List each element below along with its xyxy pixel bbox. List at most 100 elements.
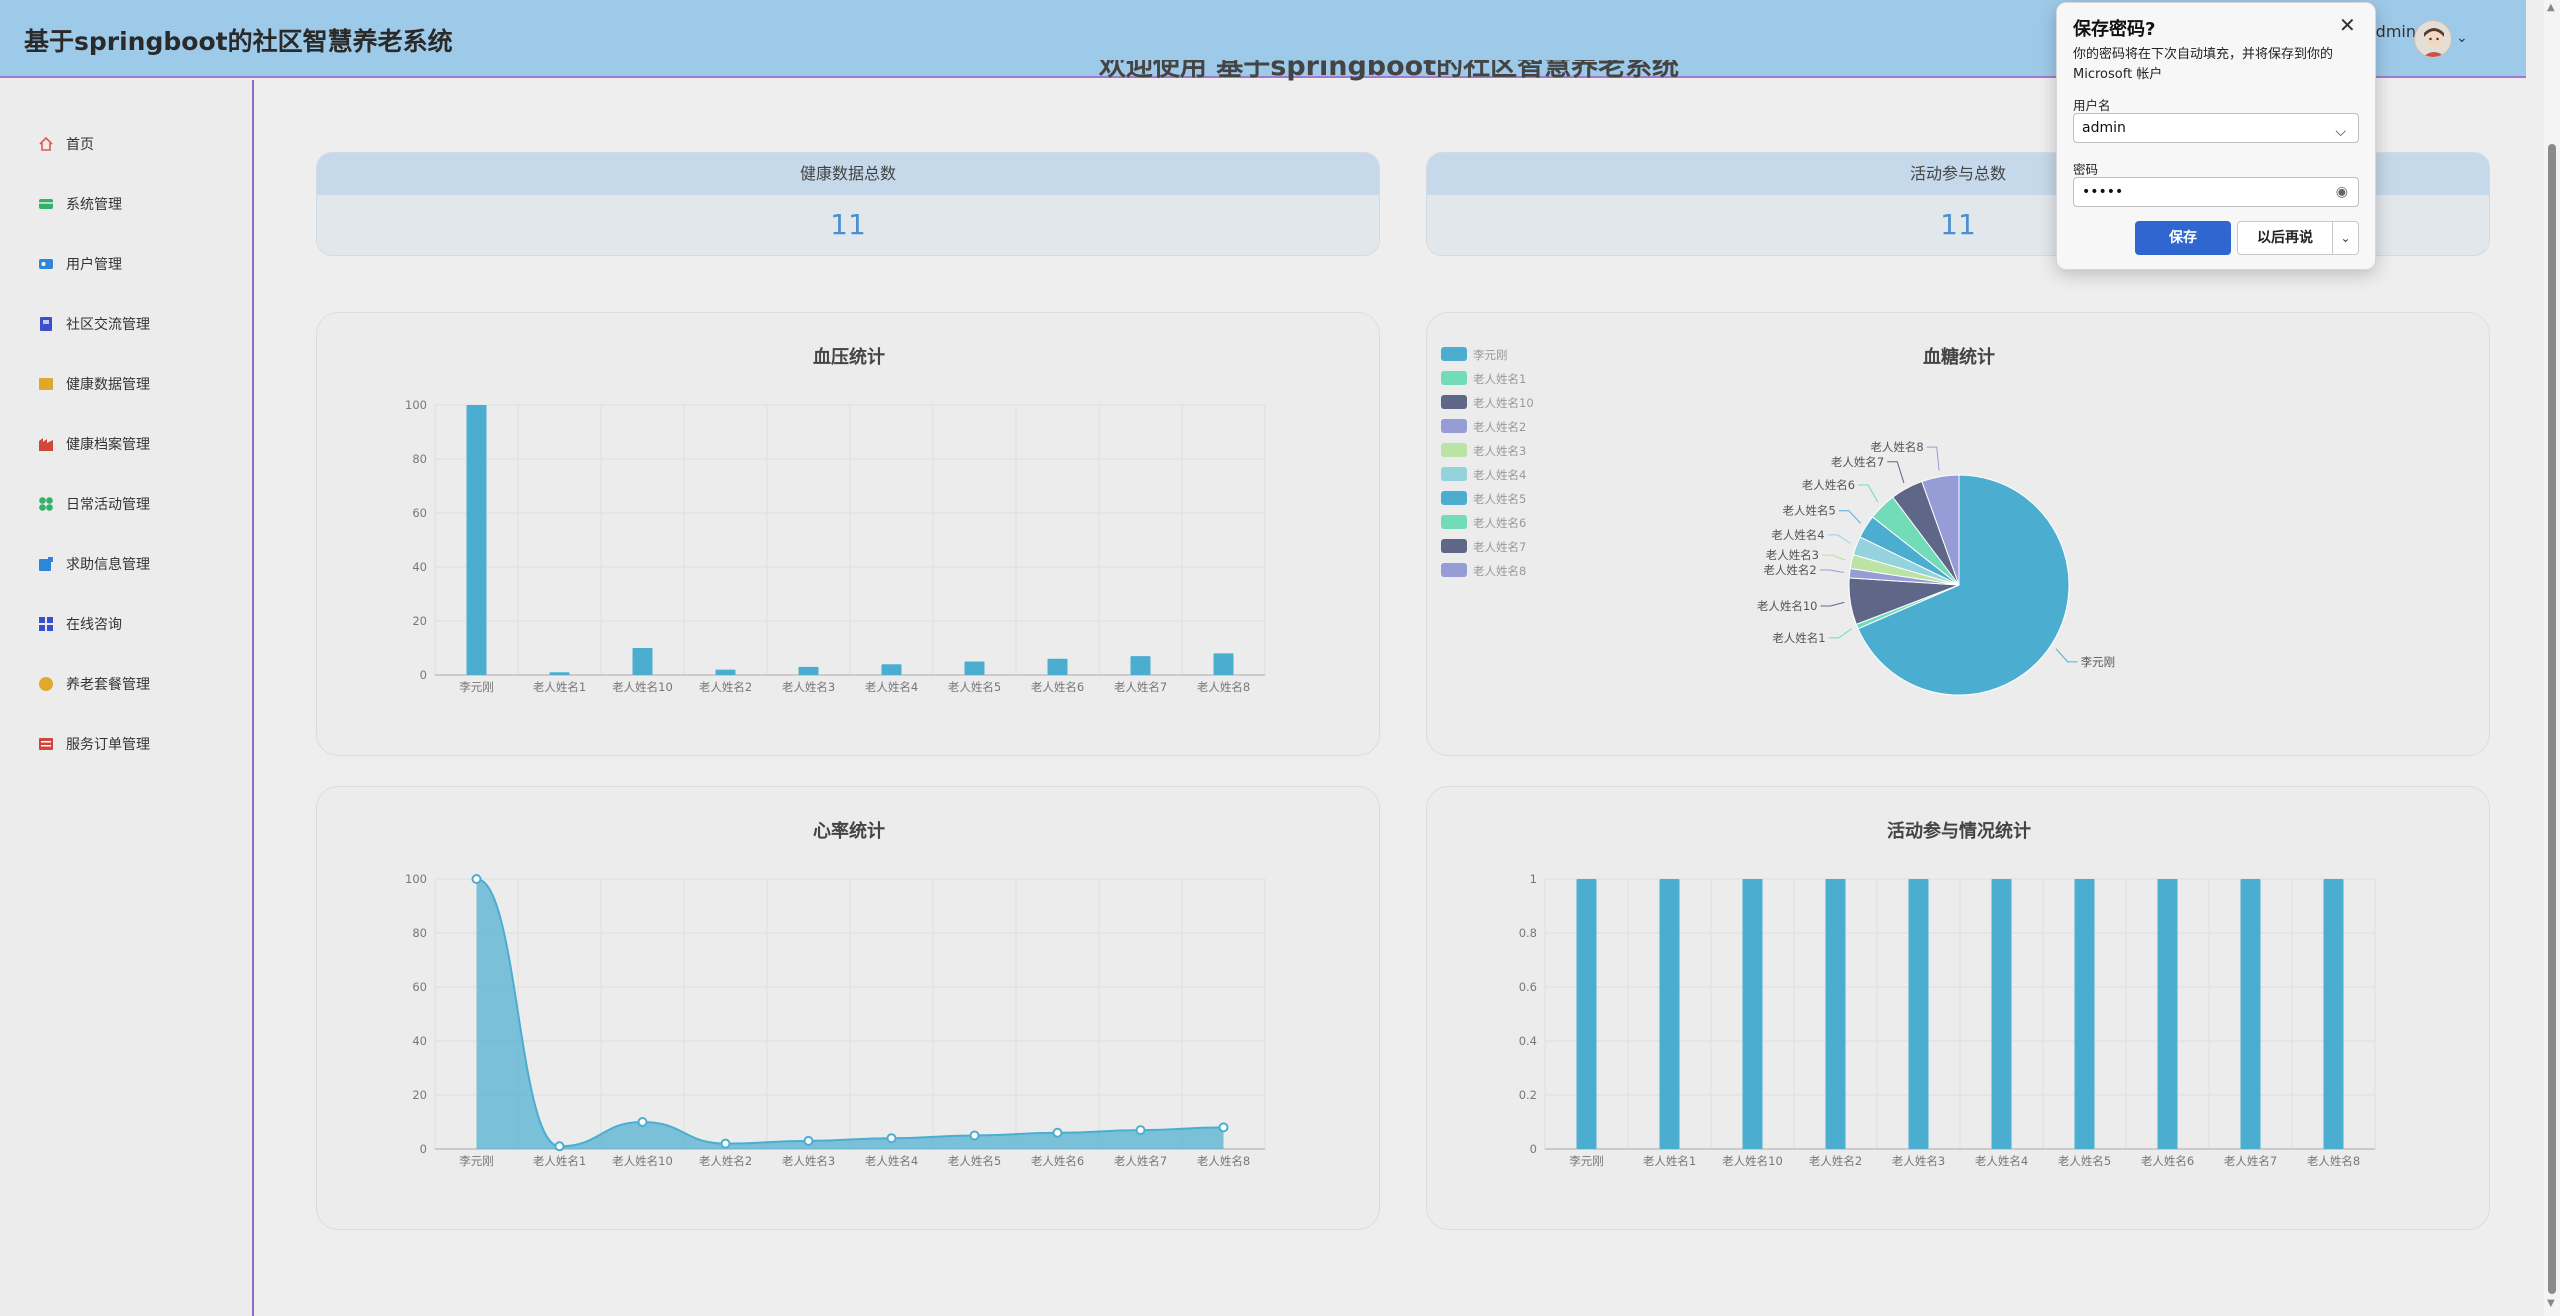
sidebar-item-system[interactable]: 系统管理: [0, 184, 252, 224]
sidebar-item-label: 服务订单管理: [66, 737, 150, 753]
sidebar-item-package[interactable]: 养老套餐管理: [0, 664, 252, 704]
blood-pressure-chart: 血压统计 0 20 40 60 80 100 李元刚 老人姓名1 老人姓名10 老人姓名2 老人姓名3…: [316, 312, 1380, 756]
pie-label-leader: [1821, 554, 1846, 561]
pie-label-leader: [1887, 461, 1905, 484]
bar: [1825, 879, 1846, 1149]
y-tick-label: 100: [405, 398, 427, 412]
bar: [1991, 879, 2012, 1149]
x-tick-label: 老人姓名7: [1114, 680, 1167, 694]
y-tick-label: 20: [412, 1088, 427, 1102]
sidebar-item-activity[interactable]: 日常活动管理: [0, 484, 252, 524]
bar: [1576, 879, 1597, 1149]
user-avatar[interactable]: [2414, 20, 2452, 58]
eye-icon[interactable]: ◉: [2335, 184, 2348, 200]
chevron-down-icon[interactable]: ⌵: [2335, 124, 2346, 140]
page-scrollbar[interactable]: ▲ ▼: [2544, 0, 2560, 1316]
y-tick-label: 80: [412, 926, 427, 940]
not-now-button[interactable]: 以后再说: [2237, 221, 2333, 255]
data-point: [471, 874, 482, 884]
data-point: [803, 1135, 814, 1146]
sidebar-item-health-data[interactable]: 健康数据管理: [0, 364, 252, 404]
x-tick-label: 老人姓名4: [865, 1154, 918, 1168]
data-point: [1218, 1122, 1229, 1133]
scroll-down-icon[interactable]: ▼: [2547, 1298, 2555, 1309]
x-tick-label: 老人姓名5: [2058, 1154, 2111, 1168]
username-label: 用户名: [2073, 98, 2111, 113]
sidebar-item-health-record[interactable]: 健康档案管理: [0, 424, 252, 464]
stat-value: 11: [830, 208, 866, 241]
x-tick-label: 李元刚: [459, 680, 494, 694]
help-icon: [39, 557, 53, 571]
user-menu-chevron-icon[interactable]: ⌄: [2456, 30, 2468, 46]
y-tick-label: 0: [420, 1142, 427, 1156]
username-value: admin: [2082, 120, 2126, 136]
legend-swatch: [1441, 395, 1467, 409]
bar: [1659, 879, 1680, 1149]
sidebar-item-label: 社区交流管理: [66, 317, 150, 333]
activity-participation-chart-svg: 活动参与情况统计 0 0.2 0.4 0.6 0.8 1 李元刚 老人姓名1 老人姓名10 老人姓名…: [1519, 820, 2376, 1168]
scroll-up-icon[interactable]: ▲: [2547, 2, 2555, 13]
password-label: 密码: [2073, 162, 2099, 177]
bar: [632, 648, 653, 675]
dialog-description: 你的密码将在下次自动填充，并将保存到你的 Microsoft 帐户: [2073, 47, 2334, 82]
x-tick-label: 老人姓名7: [2224, 1154, 2277, 1168]
pie-label-leader: [1819, 569, 1844, 574]
bar: [1130, 656, 1151, 675]
activity-icon: [39, 497, 53, 511]
legend-label: 老人姓名10: [1473, 396, 1534, 410]
x-tick-label: 老人姓名2: [1809, 1154, 1862, 1168]
pie-slice: [1857, 474, 2070, 696]
stat-value: 11: [1940, 208, 1976, 241]
x-tick-label: 老人姓名3: [782, 680, 835, 694]
sidebar: 首页 系统管理 用户管理 社区交流管理 健康数据管理 健康档案管理 日常活动管理…: [0, 80, 254, 1316]
more-options-chevron-icon[interactable]: ⌄: [2333, 221, 2359, 255]
pie-label-leader: [1828, 628, 1852, 639]
data-point: [720, 1138, 731, 1149]
legend-swatch: [1441, 347, 1467, 361]
pie-label-leader: [1858, 484, 1879, 503]
sidebar-item-label: 健康数据管理: [66, 377, 150, 393]
y-tick-label: 40: [412, 560, 427, 574]
bar: [2157, 879, 2178, 1149]
scroll-thumb[interactable]: [2548, 144, 2556, 1294]
data-point: [637, 1117, 648, 1127]
stat-label: 健康数据总数: [317, 153, 1379, 195]
heart-rate-chart-svg: 心率统计 0 20 40 60 80 100 李元刚 老人姓名1 老人姓名10 老人姓名2 老人姓名3…: [405, 820, 1266, 1168]
health-record-icon: [39, 438, 53, 451]
bar: [1213, 653, 1234, 675]
sidebar-item-users[interactable]: 用户管理: [0, 244, 252, 284]
pie-label-leader: [1820, 601, 1845, 607]
username-label[interactable]: dmin: [2375, 22, 2416, 41]
bar: [2323, 879, 2344, 1149]
y-tick-label: 0.4: [1519, 1034, 1537, 1048]
pie-label: 老人姓名2: [1763, 563, 1816, 577]
x-tick-label: 老人姓名3: [1892, 1154, 1945, 1168]
pie-label: 老人姓名7: [1831, 455, 1884, 469]
save-button[interactable]: 保存: [2135, 221, 2231, 255]
y-tick-label: 60: [412, 980, 427, 994]
order-icon: [39, 738, 53, 750]
x-tick-label: 老人姓名6: [1031, 1154, 1084, 1168]
avatar-icon: [2423, 28, 2445, 57]
pie-label: 老人姓名8: [1870, 440, 1923, 454]
sidebar-item-order[interactable]: 服务订单管理: [0, 724, 252, 764]
pie-label-leader: [1926, 446, 1940, 471]
bar: [549, 672, 570, 675]
close-icon[interactable]: ✕: [2339, 13, 2356, 37]
sidebar-item-consult[interactable]: 在线咨询: [0, 604, 252, 644]
pie-label-leader: [1838, 510, 1862, 524]
sidebar-item-label: 用户管理: [66, 257, 122, 273]
sidebar-item-label: 日常活动管理: [66, 497, 150, 513]
sidebar-item-help[interactable]: 求助信息管理: [0, 544, 252, 584]
y-tick-label: 0: [420, 668, 427, 682]
sidebar-item-community[interactable]: 社区交流管理: [0, 304, 252, 344]
username-field[interactable]: admin ⌵: [2073, 113, 2359, 143]
password-field[interactable]: ••••• ◉: [2073, 177, 2359, 207]
health-data-icon: [39, 378, 53, 390]
y-tick-label: 20: [412, 614, 427, 628]
bar: [2074, 879, 2095, 1149]
legend-swatch: [1441, 491, 1467, 505]
sidebar-item-label: 在线咨询: [66, 617, 122, 633]
community-icon: [40, 317, 52, 331]
sidebar-item-home[interactable]: 首页: [0, 124, 252, 164]
